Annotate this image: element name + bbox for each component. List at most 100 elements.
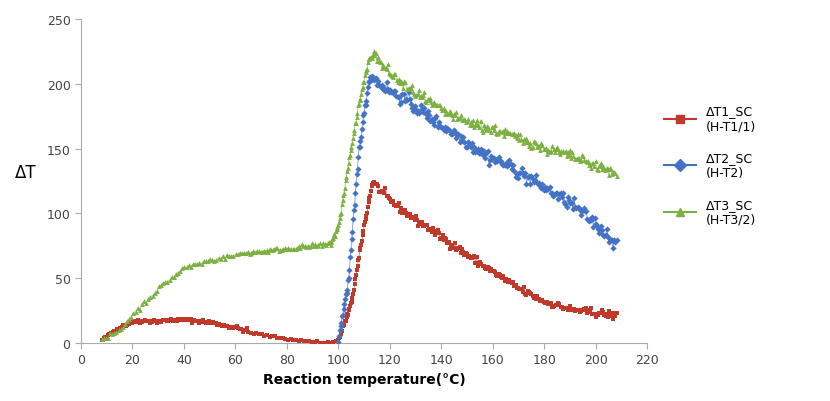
Point [453, 140, 466, 146]
Point [187, 261, 200, 268]
Point [359, 102, 372, 109]
Point [524, 140, 537, 147]
Point [390, 204, 403, 210]
Point [105, 330, 119, 336]
Point [498, 277, 511, 284]
Point [436, 232, 449, 239]
Point [176, 265, 189, 272]
Point [393, 101, 407, 108]
Point [440, 236, 453, 242]
Point [482, 162, 496, 168]
Point [232, 325, 245, 332]
Point [585, 160, 598, 167]
Point [372, 78, 385, 85]
Point [380, 79, 393, 86]
Point [124, 314, 138, 320]
Point [457, 249, 470, 256]
Point [337, 192, 350, 199]
Point [206, 257, 219, 264]
Point [375, 188, 388, 194]
Point [115, 324, 129, 331]
Point [148, 290, 161, 296]
Point [427, 228, 441, 235]
Point [198, 319, 212, 326]
Point [324, 239, 337, 245]
Point [404, 101, 417, 108]
Point [332, 219, 345, 226]
Point [461, 251, 474, 258]
Point [248, 249, 261, 255]
Point [334, 323, 347, 329]
Point [205, 320, 218, 327]
Point [318, 241, 331, 247]
Point [285, 246, 298, 252]
Point [349, 276, 362, 283]
Point [346, 136, 359, 142]
Point [359, 216, 373, 222]
Point [211, 322, 224, 328]
Point [222, 253, 236, 259]
Point [526, 144, 540, 150]
Point [412, 223, 425, 229]
Point [457, 117, 470, 124]
Point [493, 272, 506, 279]
Point [378, 190, 391, 197]
Point [422, 98, 435, 104]
Point [359, 99, 373, 105]
Point [524, 290, 537, 297]
Point [213, 322, 227, 328]
Point [424, 118, 437, 125]
Point [350, 171, 364, 178]
Point [271, 245, 284, 252]
Point [536, 143, 549, 149]
Point [338, 322, 351, 329]
Point [369, 181, 383, 188]
Point [239, 328, 252, 334]
Point [405, 83, 418, 89]
Point [355, 126, 369, 133]
Point [517, 173, 530, 180]
Point [170, 318, 183, 325]
Point [359, 67, 372, 74]
Point [313, 340, 326, 346]
Point [387, 75, 400, 81]
Point [449, 135, 462, 142]
Point [475, 261, 488, 267]
Point [424, 228, 437, 234]
Point [427, 101, 440, 107]
Point [339, 290, 353, 297]
Point [360, 90, 374, 97]
Point [610, 237, 623, 243]
Point [543, 301, 556, 308]
Point [471, 263, 485, 269]
Point [431, 227, 444, 234]
Point [263, 246, 276, 253]
Point [513, 138, 526, 144]
Point [457, 117, 471, 123]
Point [495, 130, 508, 136]
Point [608, 238, 621, 244]
Point [595, 227, 608, 233]
Point [420, 223, 433, 229]
Point [339, 296, 352, 302]
Point [454, 113, 467, 119]
Point [193, 260, 206, 266]
Point [463, 122, 476, 129]
Point [505, 279, 519, 286]
Point [406, 105, 419, 111]
Point [349, 272, 363, 278]
Point [499, 276, 512, 283]
Point [587, 225, 600, 231]
Point [496, 129, 510, 135]
Point [461, 117, 475, 123]
Point [438, 125, 452, 131]
Point [558, 305, 571, 311]
Point [305, 243, 318, 249]
Point [527, 295, 540, 302]
Point [310, 243, 324, 250]
Point [403, 86, 417, 92]
Point [592, 227, 605, 233]
Point [594, 161, 608, 167]
Point [358, 79, 371, 86]
Point [548, 150, 561, 156]
